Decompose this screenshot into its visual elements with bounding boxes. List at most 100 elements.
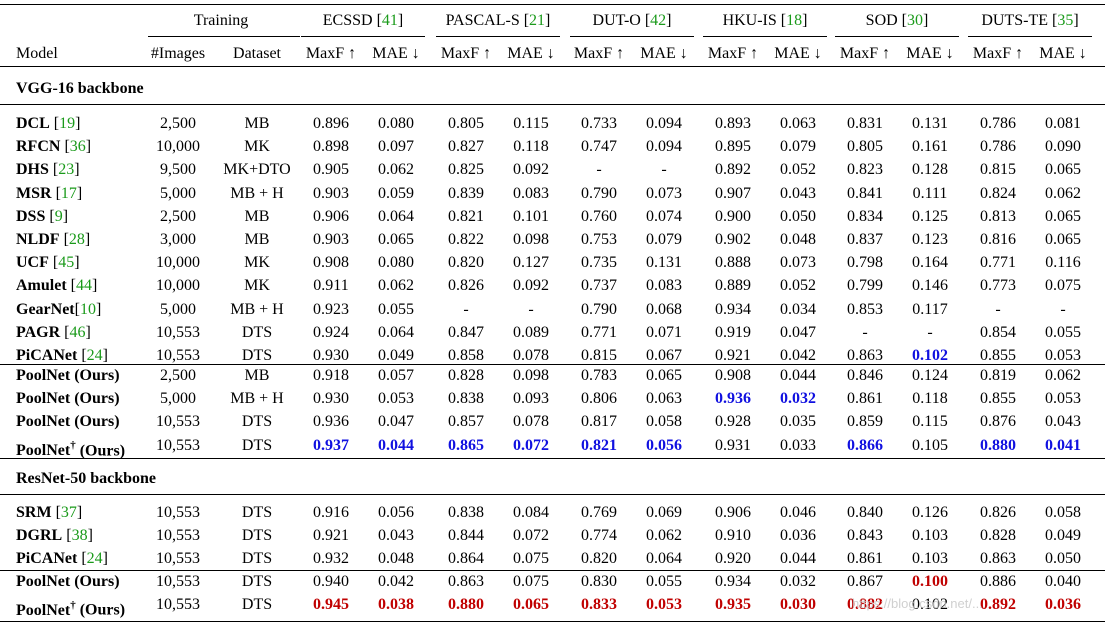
value-cell: 0.062 (378, 277, 414, 295)
value-cell: 0.846 (847, 367, 883, 384)
value-cell: 0.854 (980, 323, 1016, 341)
model-name: DSS [9] (16, 207, 69, 225)
header-maxf: MaxF ↑ (573, 45, 625, 62)
value-cell: 0.050 (780, 207, 816, 225)
value-cell: 0.078 (513, 413, 549, 431)
value-cell: 0.936 (313, 413, 349, 431)
value-cell: - (596, 161, 602, 179)
value-cell: 0.824 (980, 184, 1016, 202)
value-cell: 0.079 (780, 138, 816, 156)
value-cell: 0.855 (980, 347, 1016, 364)
value-cell: 0.038 (378, 596, 414, 614)
images-cell: 10,553 (156, 596, 200, 614)
value-cell: 0.934 (715, 573, 751, 590)
value-cell: - (995, 300, 1001, 318)
section-rule (0, 104, 1105, 105)
header-dataset-duts-te: DUTS-TE [35] (981, 12, 1079, 29)
model-name: MSR [17] (16, 184, 83, 202)
value-cell: 0.826 (448, 277, 484, 295)
dataset-cmidrule (436, 36, 560, 37)
images-cell: 10,553 (156, 323, 200, 341)
value-cell: 0.092 (513, 277, 549, 295)
value-cell: 0.945 (313, 596, 349, 614)
dataset-cmidrule (835, 36, 959, 37)
value-cell: 0.902 (715, 231, 751, 248)
value-cell: 0.790 (581, 184, 617, 202)
value-cell: 0.058 (646, 413, 682, 431)
value-cell: 0.908 (715, 367, 751, 384)
value-cell: 0.844 (448, 527, 484, 545)
value-cell: 0.831 (847, 115, 883, 132)
value-cell: 0.867 (847, 573, 883, 590)
value-cell: 0.052 (780, 161, 816, 179)
value-cell: 0.036 (780, 527, 816, 545)
model-name: PoolNet† (Ours) (16, 599, 126, 619)
value-cell: 0.127 (513, 254, 549, 272)
value-cell: 0.783 (581, 367, 617, 384)
model-name: DHS [23] (16, 161, 80, 179)
value-cell: 0.827 (448, 138, 484, 156)
value-cell: 0.072 (513, 436, 549, 454)
images-cell: 3,000 (160, 231, 196, 248)
images-cell: 10,553 (156, 347, 200, 364)
dataset-cell: MB (244, 115, 270, 132)
value-cell: 0.055 (646, 573, 682, 590)
value-cell: 0.049 (378, 347, 414, 364)
value-cell: 0.032 (780, 390, 816, 408)
value-cell: 0.062 (646, 527, 682, 545)
model-name: RFCN [36] (16, 138, 92, 156)
dataset-cell: DTS (241, 504, 273, 521)
value-cell: 0.821 (581, 436, 617, 454)
value-cell: 0.816 (980, 231, 1016, 248)
header-dataset: Dataset (233, 45, 281, 62)
model-name: DCL [19] (16, 115, 81, 132)
images-cell: 5,000 (160, 390, 196, 408)
images-cell: 2,500 (160, 115, 196, 132)
value-cell: 0.081 (1045, 115, 1081, 132)
value-cell: 0.065 (1045, 161, 1081, 179)
value-cell: 0.044 (780, 367, 816, 384)
value-cell: 0.042 (378, 573, 414, 590)
value-cell: 0.053 (646, 596, 682, 614)
value-cell: 0.043 (780, 184, 816, 202)
value-cell: 0.841 (847, 184, 883, 202)
citation: 46 (69, 323, 86, 341)
value-cell: 0.053 (378, 390, 414, 408)
citation: 18 (786, 12, 803, 29)
value-cell: 0.065 (1045, 207, 1081, 225)
value-cell: 0.032 (780, 573, 816, 590)
header-training: Training (193, 12, 249, 29)
section-top-rule (0, 458, 1105, 459)
value-cell: 0.103 (912, 550, 948, 568)
citation: 30 (907, 12, 924, 29)
model-name: PiCANet [24] (16, 550, 108, 568)
section-rule (0, 494, 1105, 495)
value-cell: 0.865 (448, 436, 484, 454)
value-cell: 0.067 (646, 347, 682, 364)
images-cell: 9,500 (160, 161, 196, 179)
value-cell: 0.866 (847, 436, 883, 454)
value-cell: 0.103 (912, 527, 948, 545)
model-name: PoolNet (Ours) (16, 367, 120, 384)
value-cell: 0.923 (313, 300, 349, 318)
value-cell: 0.050 (1045, 550, 1081, 568)
value-cell: 0.822 (448, 231, 484, 248)
value-cell: 0.047 (378, 413, 414, 431)
value-cell: 0.094 (646, 115, 682, 132)
value-cell: 0.908 (313, 254, 349, 272)
value-cell: 0.900 (715, 207, 751, 225)
value-cell: 0.033 (780, 436, 816, 454)
value-cell: 0.760 (581, 207, 617, 225)
value-cell: 0.062 (1045, 184, 1081, 202)
value-cell: 0.886 (980, 573, 1016, 590)
value-cell: 0.065 (646, 367, 682, 384)
dagger-mark: † (70, 439, 76, 452)
value-cell: 0.062 (1045, 367, 1081, 384)
value-cell: 0.041 (1045, 436, 1081, 454)
value-cell: 0.880 (448, 596, 484, 614)
value-cell: - (463, 300, 469, 318)
value-cell: 0.799 (847, 277, 883, 295)
header-maxf: MaxF ↑ (972, 45, 1024, 62)
value-cell: 0.036 (1045, 596, 1081, 614)
